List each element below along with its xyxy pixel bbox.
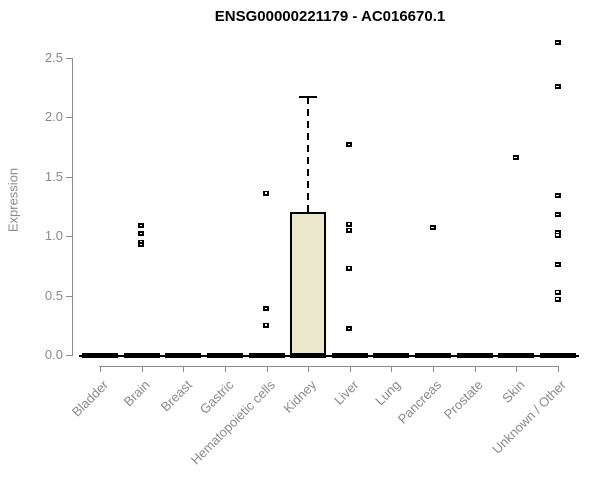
median-bar: [248, 353, 285, 358]
x-tick-label: Pancreas: [394, 377, 445, 427]
outlier-point: [263, 306, 270, 312]
x-tick: [558, 366, 559, 372]
median-bar: [290, 353, 327, 358]
y-tick-label: 1.0: [44, 228, 63, 244]
outlier-point: [138, 231, 145, 237]
x-tick: [266, 366, 268, 372]
x-tick-label: Gastric: [196, 377, 237, 417]
median-bar: [123, 353, 160, 358]
x-axis-line: [99, 366, 559, 367]
outlier-point: [554, 40, 561, 46]
y-tick: [66, 117, 73, 119]
outlier-point: [138, 242, 145, 248]
x-tick: [391, 366, 393, 372]
x-tick: [100, 366, 101, 372]
x-tick-label: Bladder: [69, 377, 112, 420]
whisker-cap: [299, 95, 318, 99]
outlier-point: [346, 265, 353, 271]
x-tick: [474, 366, 476, 372]
outlier-point: [554, 212, 561, 218]
y-tick-label: 0.5: [44, 287, 63, 303]
median-bar: [206, 353, 243, 358]
y-tick-label: 1.5: [44, 168, 63, 184]
outlier-point: [554, 296, 561, 302]
outlier-point: [263, 322, 270, 328]
x-tick-label: Lung: [371, 377, 403, 409]
y-tick-label: 2.5: [44, 50, 63, 65]
outlier-point: [346, 142, 353, 148]
whisker-line: [307, 97, 310, 213]
chart-title: ENSG00000221179 - AC016670.1: [214, 8, 446, 25]
y-tick: [66, 58, 73, 59]
outlier-point: [554, 193, 561, 199]
x-tick: [224, 366, 226, 372]
y-tick-label: 2.0: [44, 109, 63, 125]
y-tick-label: 0.0: [44, 347, 63, 362]
median-bar: [331, 353, 368, 358]
x-tick: [141, 366, 143, 372]
outlier-point: [346, 326, 353, 332]
x-tick-label: Skin: [499, 377, 528, 406]
x-tick-label: Breast: [157, 377, 195, 415]
median-bar: [165, 353, 202, 358]
outlier-point: [554, 232, 561, 238]
outlier-point: [138, 223, 145, 228]
x-tick-label: Brain: [120, 377, 153, 410]
median-bar: [415, 353, 452, 358]
median-bar: [456, 353, 493, 358]
x-tick: [308, 366, 310, 372]
median-bar: [498, 353, 535, 358]
median-bar: [373, 353, 410, 358]
y-tick: [66, 355, 73, 356]
outlier-point: [346, 227, 353, 233]
x-tick-label: Unknown / Other: [489, 377, 570, 457]
x-tick: [433, 366, 435, 372]
x-tick: [183, 366, 185, 372]
x-tick-label: Liver: [330, 377, 362, 408]
x-tick: [516, 366, 518, 372]
outlier-point: [554, 84, 561, 89]
y-tick: [66, 295, 73, 297]
x-tick-label: Kidney: [280, 377, 320, 416]
median-bar: [540, 353, 576, 358]
x-tick: [349, 366, 351, 372]
median-bar: [82, 353, 118, 358]
y-tick: [66, 236, 73, 238]
outlier-point: [346, 221, 353, 227]
outlier-point: [554, 289, 561, 295]
y-axis-line: [72, 58, 73, 355]
box: [290, 212, 327, 357]
x-tick-label: Prostate: [441, 377, 487, 423]
outlier-point: [263, 190, 270, 196]
outlier-point: [429, 225, 436, 231]
y-tick: [66, 176, 73, 178]
outlier-point: [512, 155, 519, 161]
outlier-point: [554, 262, 561, 268]
